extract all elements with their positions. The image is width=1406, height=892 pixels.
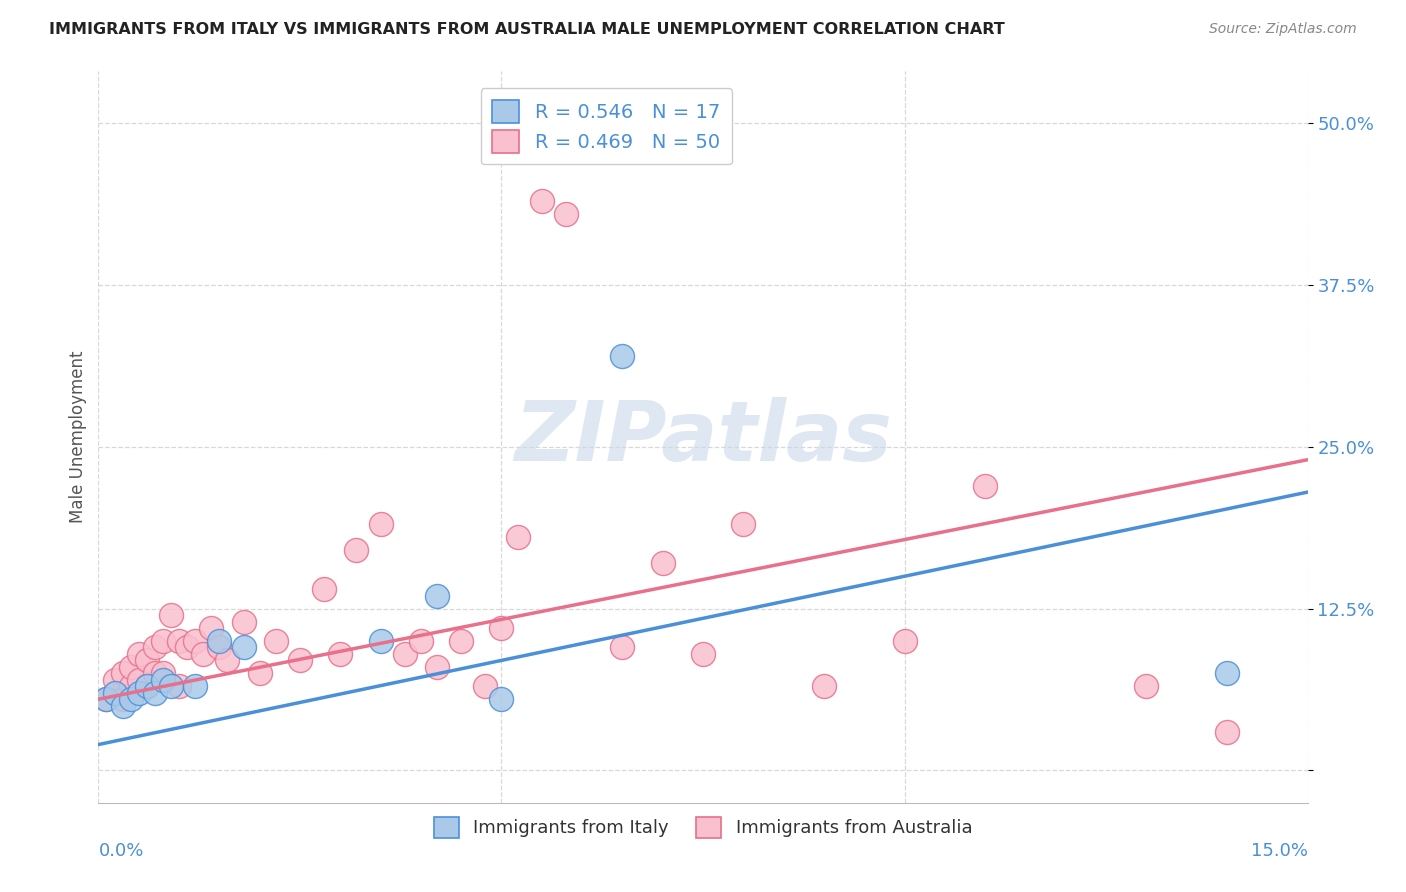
Point bbox=[1216, 724, 1239, 739]
Point bbox=[111, 698, 134, 713]
Point bbox=[426, 589, 449, 603]
Point bbox=[120, 660, 142, 674]
Point bbox=[135, 679, 157, 693]
Point bbox=[1135, 679, 1157, 693]
Point bbox=[103, 686, 125, 700]
Point bbox=[491, 621, 513, 635]
Point bbox=[314, 582, 336, 597]
Point bbox=[893, 634, 915, 648]
Point bbox=[135, 653, 157, 667]
Point bbox=[264, 634, 287, 648]
Text: ZIPatlas: ZIPatlas bbox=[515, 397, 891, 477]
Point bbox=[249, 666, 271, 681]
Point bbox=[394, 647, 416, 661]
Legend: Immigrants from Italy, Immigrants from Australia: Immigrants from Italy, Immigrants from A… bbox=[426, 810, 980, 845]
Point bbox=[555, 207, 578, 221]
Point bbox=[176, 640, 198, 655]
Point bbox=[167, 634, 190, 648]
Text: 15.0%: 15.0% bbox=[1250, 842, 1308, 860]
Point bbox=[692, 647, 714, 661]
Point bbox=[217, 653, 239, 667]
Point bbox=[200, 621, 222, 635]
Point bbox=[103, 673, 125, 687]
Point bbox=[135, 679, 157, 693]
Point bbox=[193, 647, 215, 661]
Point bbox=[96, 692, 118, 706]
Point bbox=[152, 634, 174, 648]
Point bbox=[160, 679, 183, 693]
Point bbox=[120, 692, 142, 706]
Point bbox=[651, 557, 673, 571]
Point bbox=[120, 679, 142, 693]
Point bbox=[450, 634, 472, 648]
Point bbox=[160, 608, 183, 623]
Text: IMMIGRANTS FROM ITALY VS IMMIGRANTS FROM AUSTRALIA MALE UNEMPLOYMENT CORRELATION: IMMIGRANTS FROM ITALY VS IMMIGRANTS FROM… bbox=[49, 22, 1005, 37]
Text: 0.0%: 0.0% bbox=[98, 842, 143, 860]
Point bbox=[111, 692, 134, 706]
Point bbox=[612, 349, 634, 363]
Point bbox=[370, 517, 392, 532]
Point bbox=[152, 673, 174, 687]
Point bbox=[426, 660, 449, 674]
Point bbox=[612, 640, 634, 655]
Point bbox=[1216, 666, 1239, 681]
Point bbox=[506, 530, 529, 544]
Point bbox=[813, 679, 835, 693]
Text: Source: ZipAtlas.com: Source: ZipAtlas.com bbox=[1209, 22, 1357, 37]
Point bbox=[288, 653, 311, 667]
Point bbox=[344, 543, 367, 558]
Point bbox=[128, 686, 150, 700]
Point bbox=[143, 666, 166, 681]
Point bbox=[143, 686, 166, 700]
Point bbox=[152, 666, 174, 681]
Point bbox=[370, 634, 392, 648]
Point bbox=[329, 647, 352, 661]
Point bbox=[491, 692, 513, 706]
Point bbox=[208, 634, 231, 648]
Point bbox=[733, 517, 755, 532]
Point bbox=[974, 478, 997, 492]
Point bbox=[184, 634, 207, 648]
Point bbox=[474, 679, 496, 693]
Point bbox=[184, 679, 207, 693]
Point bbox=[111, 666, 134, 681]
Point bbox=[530, 194, 553, 208]
Point bbox=[232, 615, 254, 629]
Point bbox=[96, 692, 118, 706]
Point bbox=[208, 640, 231, 655]
Point bbox=[167, 679, 190, 693]
Point bbox=[103, 686, 125, 700]
Y-axis label: Male Unemployment: Male Unemployment bbox=[69, 351, 87, 524]
Point bbox=[128, 647, 150, 661]
Point bbox=[143, 640, 166, 655]
Point bbox=[128, 673, 150, 687]
Point bbox=[409, 634, 432, 648]
Point bbox=[232, 640, 254, 655]
